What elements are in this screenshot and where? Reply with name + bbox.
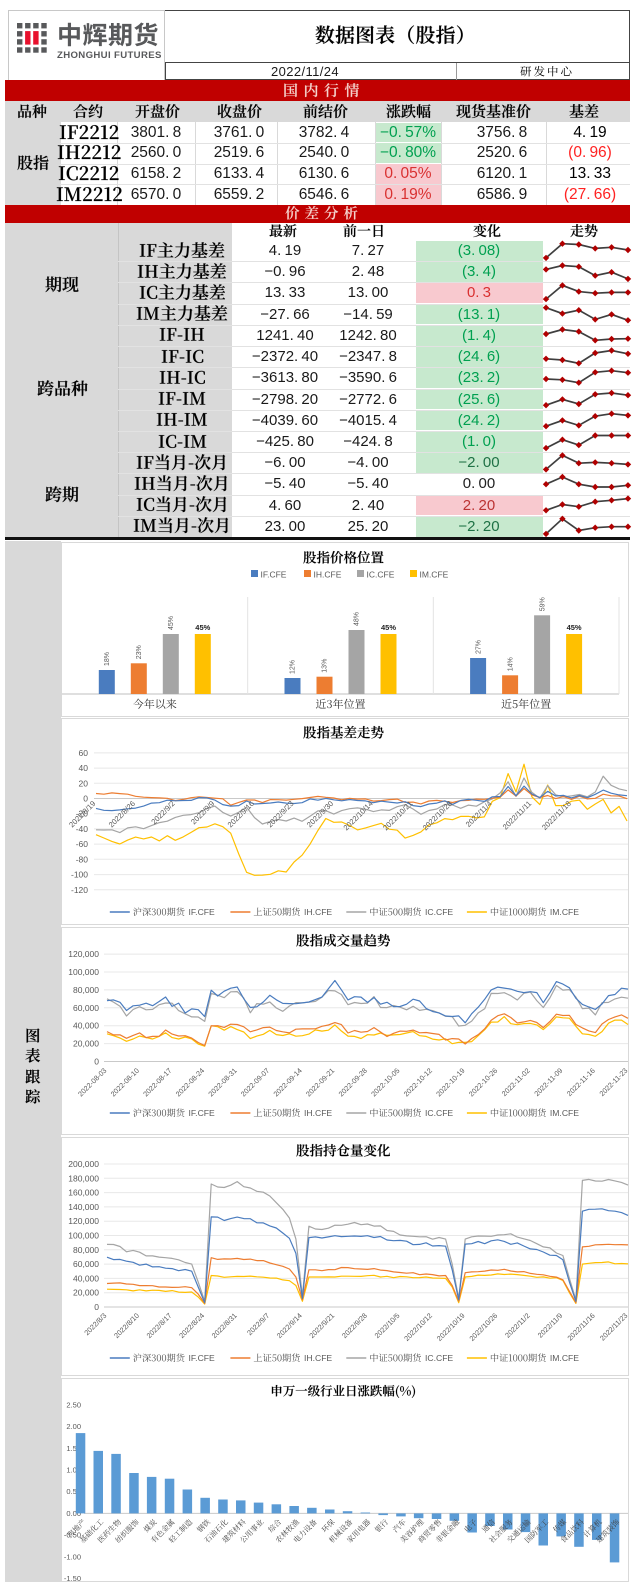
svg-text:1.00: 1.00 xyxy=(66,1466,81,1475)
svg-text:23%: 23% xyxy=(136,645,143,659)
svg-text:0: 0 xyxy=(94,1302,99,1312)
svg-text:140,000: 140,000 xyxy=(68,1202,99,1212)
svg-text:40,000: 40,000 xyxy=(73,1021,99,1031)
svg-text:27%: 27% xyxy=(475,640,482,654)
svg-text:100,000: 100,000 xyxy=(68,1231,99,1241)
svg-text:80,000: 80,000 xyxy=(73,985,99,995)
svg-text:40,000: 40,000 xyxy=(73,1273,99,1283)
svg-text:100,000: 100,000 xyxy=(68,967,99,977)
svg-text:0.00: 0.00 xyxy=(66,1509,81,1518)
svg-text:IM.CFE: IM.CFE xyxy=(550,1108,579,1118)
svg-text:IH.CFE: IH.CFE xyxy=(304,907,332,917)
svg-text:60,000: 60,000 xyxy=(73,1003,99,1013)
svg-text:IM.CFE: IM.CFE xyxy=(550,1353,579,1363)
svg-text:0.50: 0.50 xyxy=(66,1487,81,1496)
svg-text:160,000: 160,000 xyxy=(68,1188,99,1198)
svg-text:IF.CFE: IF.CFE xyxy=(189,1108,216,1118)
svg-text:-1.00: -1.00 xyxy=(64,1552,81,1561)
svg-text:20: 20 xyxy=(79,778,89,788)
svg-text:1.50: 1.50 xyxy=(66,1444,81,1453)
svg-text:-100: -100 xyxy=(71,870,88,880)
svg-text:IM.CFE: IM.CFE xyxy=(420,570,449,580)
svg-text:0: 0 xyxy=(94,1057,99,1067)
svg-text:80,000: 80,000 xyxy=(73,1245,99,1255)
svg-text:IC.CFE: IC.CFE xyxy=(425,907,453,917)
svg-text:2.00: 2.00 xyxy=(66,1422,81,1431)
svg-text:IF.CFE: IF.CFE xyxy=(261,570,287,580)
svg-text:-1.50: -1.50 xyxy=(64,1574,81,1582)
svg-text:45%: 45% xyxy=(381,623,396,632)
svg-text:0: 0 xyxy=(83,794,88,804)
svg-text:IC.CFE: IC.CFE xyxy=(425,1108,453,1118)
svg-text:IC.CFE: IC.CFE xyxy=(425,1353,453,1363)
svg-text:59%: 59% xyxy=(539,597,546,611)
svg-text:120,000: 120,000 xyxy=(68,949,99,959)
svg-text:60: 60 xyxy=(79,748,89,758)
svg-text:IF.CFE: IF.CFE xyxy=(189,1353,216,1363)
svg-text:180,000: 180,000 xyxy=(68,1173,99,1183)
svg-text:-40: -40 xyxy=(76,824,89,834)
svg-text:20,000: 20,000 xyxy=(73,1288,99,1298)
svg-text:20,000: 20,000 xyxy=(73,1039,99,1049)
svg-text:200,000: 200,000 xyxy=(68,1159,99,1169)
svg-text:IH.CFE: IH.CFE xyxy=(304,1108,332,1118)
svg-text:-80: -80 xyxy=(76,854,89,864)
svg-text:120,000: 120,000 xyxy=(68,1216,99,1226)
svg-text:14%: 14% xyxy=(507,657,514,671)
svg-text:-120: -120 xyxy=(71,885,88,895)
svg-text:45%: 45% xyxy=(168,616,175,630)
svg-text:60,000: 60,000 xyxy=(73,1259,99,1269)
svg-text:18%: 18% xyxy=(104,652,111,666)
svg-text:IM.CFE: IM.CFE xyxy=(550,907,579,917)
svg-text:-60: -60 xyxy=(76,839,89,849)
svg-text:40: 40 xyxy=(79,763,89,773)
svg-text:IH.CFE: IH.CFE xyxy=(304,1353,332,1363)
svg-text:IH.CFE: IH.CFE xyxy=(314,570,342,580)
svg-text:2.50: 2.50 xyxy=(66,1400,81,1409)
svg-text:45%: 45% xyxy=(195,623,210,632)
svg-text:-20: -20 xyxy=(76,809,89,819)
svg-text:12%: 12% xyxy=(290,660,297,674)
svg-text:-0.50: -0.50 xyxy=(64,1531,81,1540)
svg-text:48%: 48% xyxy=(354,612,361,626)
svg-text:IF.CFE: IF.CFE xyxy=(189,907,216,917)
svg-text:45%: 45% xyxy=(567,623,582,632)
svg-text:13%: 13% xyxy=(322,659,329,673)
svg-text:IC.CFE: IC.CFE xyxy=(367,570,395,580)
